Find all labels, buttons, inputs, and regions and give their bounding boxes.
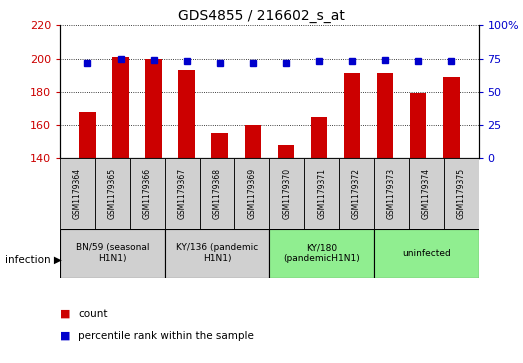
Bar — [165, 158, 200, 229]
Bar — [443, 77, 460, 363]
Text: ■: ■ — [60, 331, 71, 341]
Bar — [269, 158, 304, 229]
Bar — [278, 145, 294, 363]
Text: ■: ■ — [60, 309, 71, 319]
Bar — [311, 117, 327, 363]
Text: GSM1179369: GSM1179369 — [247, 168, 256, 219]
Bar — [444, 158, 479, 229]
Bar — [165, 229, 269, 278]
Text: GSM1179366: GSM1179366 — [143, 168, 152, 219]
Text: KY/136 (pandemic
H1N1): KY/136 (pandemic H1N1) — [176, 243, 258, 263]
Bar — [409, 158, 444, 229]
Text: GSM1179368: GSM1179368 — [212, 168, 222, 219]
Bar — [344, 73, 360, 363]
Bar — [130, 158, 165, 229]
Text: GSM1179365: GSM1179365 — [108, 168, 117, 219]
Bar — [178, 70, 195, 363]
Text: percentile rank within the sample: percentile rank within the sample — [78, 331, 254, 341]
Bar — [377, 73, 393, 363]
Text: GSM1179373: GSM1179373 — [387, 168, 396, 219]
Text: GSM1179372: GSM1179372 — [352, 168, 361, 219]
Text: KY/180
(pandemicH1N1): KY/180 (pandemicH1N1) — [283, 243, 360, 263]
Bar — [95, 158, 130, 229]
Bar — [112, 57, 129, 363]
Text: GSM1179371: GSM1179371 — [317, 168, 326, 219]
Bar — [79, 111, 96, 363]
Text: infection ▶: infection ▶ — [5, 254, 62, 265]
Bar — [339, 158, 374, 229]
Bar — [410, 93, 426, 363]
Bar — [145, 58, 162, 363]
Bar — [60, 229, 165, 278]
Text: GSM1179364: GSM1179364 — [73, 168, 82, 219]
Bar — [374, 229, 479, 278]
Text: GSM1179374: GSM1179374 — [422, 168, 431, 219]
Bar — [304, 158, 339, 229]
Bar — [200, 158, 234, 229]
Bar — [234, 158, 269, 229]
Text: GSM1179375: GSM1179375 — [457, 168, 465, 219]
Bar — [269, 229, 374, 278]
Text: GDS4855 / 216602_s_at: GDS4855 / 216602_s_at — [178, 9, 345, 23]
Bar — [245, 125, 261, 363]
Text: uninfected: uninfected — [402, 249, 451, 258]
Bar — [374, 158, 409, 229]
Bar — [211, 133, 228, 363]
Bar — [60, 158, 95, 229]
Text: count: count — [78, 309, 108, 319]
Text: GSM1179367: GSM1179367 — [178, 168, 187, 219]
Text: GSM1179370: GSM1179370 — [282, 168, 291, 219]
Text: BN/59 (seasonal
H1N1): BN/59 (seasonal H1N1) — [76, 243, 149, 263]
